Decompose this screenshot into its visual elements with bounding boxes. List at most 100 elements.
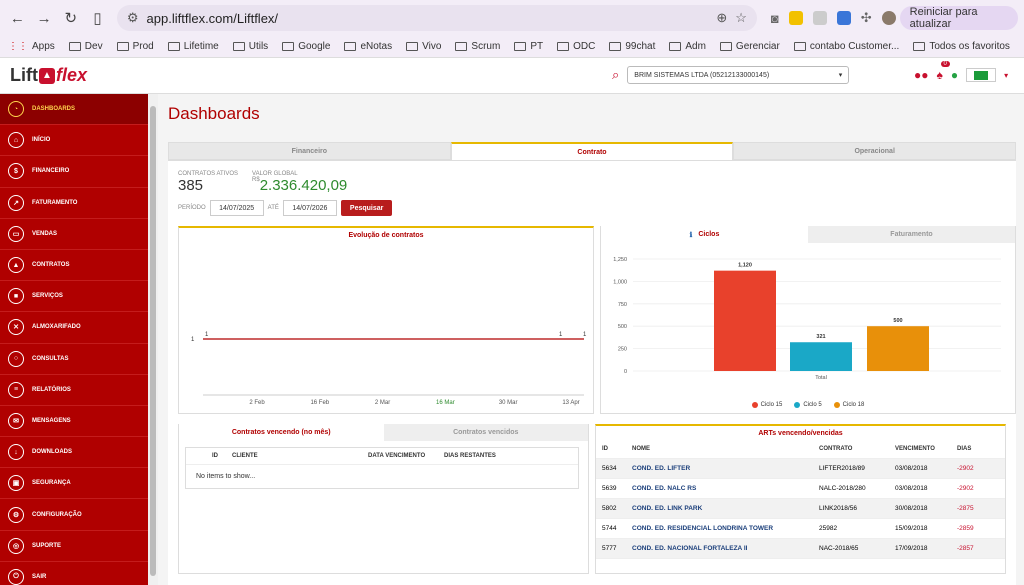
header-id: ID — [212, 453, 218, 459]
sidebar-item-financeiro[interactable]: $ FINANCEIRO — [0, 156, 148, 188]
avatar[interactable] — [881, 11, 896, 25]
tab-faturamento[interactable]: Faturamento — [808, 226, 1015, 243]
date-from-input[interactable]: 14/07/2025 — [209, 200, 264, 216]
bookmark-item[interactable]: 99chat — [609, 41, 655, 52]
table-cell[interactable]: COND. ED. LINK PARK — [632, 505, 703, 512]
reload-icon[interactable]: ↻ — [64, 10, 78, 27]
tab-operacional[interactable]: Operacional — [733, 142, 1017, 160]
table-row[interactable]: 5744 COND. ED. RESIDENCIAL LONDRINA TOWER… — [596, 519, 1005, 539]
folder-icon — [557, 42, 570, 51]
sidebar-item-relatorios[interactable]: ≡ RELATÓRIOS — [0, 375, 148, 406]
bookmark-label: Adm — [685, 41, 706, 52]
bookmarks-bar: ⋮⋮ Apps Dev Prod Lifetime Utils Google eNotas Vi… — [0, 36, 1024, 58]
bookmark-item[interactable]: Adm — [669, 41, 706, 52]
bookmark-item[interactable]: eNotas — [344, 41, 392, 52]
liftflex-logo[interactable]: Lift ▲ flex — [10, 65, 87, 86]
address-bar[interactable]: ⚙ app.liftflex.com/Liftflex/ ⊕ ☆ — [116, 5, 757, 31]
sidebar-item-contratos[interactable]: ▲ CONTRATOS — [0, 250, 148, 282]
search-icon[interactable]: ⌕ — [612, 67, 620, 82]
main-content: Dashboards Financeiro Contrato Operacion… — [158, 94, 1024, 585]
users-icon[interactable]: ●● — [914, 68, 929, 82]
tab-financeiro[interactable]: Financeiro — [168, 142, 451, 160]
stats: CONTRATOS ATIVOS 385 VALOR GLOBAL R$2.33… — [178, 171, 1006, 194]
folder-icon — [669, 42, 682, 51]
bookmark-item[interactable]: Lifetime — [167, 41, 219, 52]
tab-contratos-vencidos[interactable]: Contratos vencidos — [383, 424, 588, 441]
table-cell[interactable]: COND. ED. NACIONAL FORTALEZA II — [632, 545, 748, 552]
bookmark-item[interactable]: Google — [282, 41, 330, 52]
bookmark-item[interactable]: ⋮⋮ Apps — [8, 41, 55, 52]
search-button[interactable]: Pesquisar — [340, 200, 393, 216]
bookmark-item[interactable]: Todos os favoritos — [913, 41, 1010, 52]
zoom-icon[interactable]: ⊕ — [716, 10, 728, 25]
split-view-icon[interactable]: ▯ — [93, 10, 102, 27]
date-to-input[interactable]: 14/07/2026 — [282, 200, 337, 216]
bookmark-label: Scrum — [471, 41, 501, 52]
table-cell: 17/09/2018 — [895, 545, 928, 552]
extension-icon[interactable] — [788, 11, 803, 25]
legend-item[interactable]: Ciclo 18 — [833, 402, 864, 408]
stat-label: CONTRATOS ATIVOS — [178, 171, 239, 177]
legend-item[interactable]: Ciclo 5 — [794, 402, 822, 408]
bookmark-item[interactable]: contabo Customer... — [793, 41, 899, 52]
table-row[interactable]: 5634 COND. ED. LIFTER LIFTER2018/89 03/08/2… — [596, 459, 1005, 479]
table-cell: -2859 — [957, 525, 974, 532]
folder-icon — [282, 42, 295, 51]
sidebar-item-seguranca[interactable]: ▣ SEGURANÇA — [0, 468, 148, 500]
sidebar-item-mensagens[interactable]: ✉ MENSAGENS — [0, 406, 148, 438]
sidebar-item-downloads[interactable]: ↓ DOWNLOADS — [0, 437, 148, 469]
sidebar-item-label: DASHBOARDS — [32, 106, 76, 113]
sidebar-item-configuracao[interactable]: ⚙ CONFIGURAÇÃO — [0, 499, 148, 531]
sidebar-item-dashboards[interactable]: ◔ DASHBOARDS — [0, 94, 148, 126]
tab-contrato[interactable]: Contrato — [450, 142, 734, 160]
sidebar-item-servicos[interactable]: ■ SERVIÇOS — [0, 281, 148, 313]
legend-item[interactable]: Ciclo 15 — [751, 402, 782, 408]
tab-ciclos[interactable]: ℹ Ciclos — [601, 226, 808, 243]
sidebar-item-faturamento[interactable]: ↗ FATURAMENTO — [0, 188, 148, 219]
bookmark-item[interactable]: ODC — [557, 41, 595, 52]
bookmark-item[interactable]: Vivo — [406, 41, 441, 52]
chevron-down-icon[interactable]: ▾ — [1004, 70, 1009, 80]
sidebar-item-label: FATURAMENTO — [32, 199, 78, 206]
table-row[interactable]: 5639 COND. ED. NALC RS NALC-2018/280 03/08/… — [596, 479, 1005, 499]
table-row[interactable]: 5802 COND. ED. LINK PARK LINK2018/56 30/08/… — [596, 499, 1005, 519]
table-cell: 03/08/2018 — [895, 485, 928, 492]
bookmark-star-icon[interactable]: ☆ — [735, 10, 747, 25]
sidebar-item-almoxarifado[interactable]: ✕ ALMOXARIFADO — [0, 312, 148, 344]
bookmark-label: Apps — [32, 41, 55, 52]
bookmark-item[interactable]: PT — [514, 41, 543, 52]
update-button[interactable]: Reiniciar para atualizar — [899, 6, 1018, 30]
sidebar-item-label: MENSAGENS — [32, 417, 71, 424]
bookmark-item[interactable]: Scrum — [455, 41, 500, 52]
table-row[interactable]: 5777 COND. ED. NACIONAL FORTALEZA II NAC-2… — [596, 539, 1005, 559]
camera-icon[interactable]: ◙ — [770, 10, 779, 26]
whatsapp-icon[interactable]: ● — [950, 68, 959, 82]
table-cell[interactable]: COND. ED. RESIDENCIAL LONDRINA TOWER — [632, 525, 774, 532]
sidebar-item-vendas[interactable]: ▭ VENDAS — [0, 219, 148, 250]
sidebar-item-consultas[interactable]: ○ CONSULTAS — [0, 344, 148, 375]
contracts-panel: Contratos vencendo (no mês) Contratos ve… — [178, 424, 589, 574]
sidebar-item-sair[interactable]: ⏻ SAIR — [0, 562, 148, 585]
sidebar-scrollbar[interactable] — [148, 94, 158, 585]
forward-icon[interactable]: → — [36, 9, 52, 27]
sidebar-item-inicio[interactable]: ⌂ INÍCIO — [0, 125, 148, 157]
site-info-icon[interactable]: ⚙ — [126, 10, 139, 25]
bookmark-item[interactable]: Dev — [68, 41, 103, 52]
extension-icon[interactable] — [812, 11, 827, 25]
extension-icon[interactable] — [836, 11, 851, 25]
y-tick-label: 1,250 — [613, 257, 627, 263]
bell-icon[interactable]: ♠ 0 — [937, 61, 950, 82]
tab-contratos-vencendo[interactable]: Contratos vencendo (no mês) — [179, 424, 384, 441]
back-icon[interactable]: ← — [9, 9, 25, 27]
bookmark-item[interactable]: Gerenciar — [719, 41, 780, 52]
sidebar-item-suporte[interactable]: ◎ SUPORTE — [0, 531, 148, 562]
bookmark-item[interactable]: Utils — [232, 41, 268, 52]
tab-label: Ciclos — [698, 231, 720, 238]
table-cell[interactable]: COND. ED. NALC RS — [632, 485, 697, 492]
folder-icon — [913, 42, 926, 51]
bookmark-item[interactable]: Prod — [116, 41, 154, 52]
puzzle-icon[interactable]: ✣ — [860, 10, 872, 25]
language-select[interactable] — [966, 68, 997, 82]
company-select[interactable]: BRIM SISTEMAS LTDA (05212133000145) ▾ — [627, 66, 850, 84]
table-cell[interactable]: COND. ED. LIFTER — [632, 465, 691, 472]
